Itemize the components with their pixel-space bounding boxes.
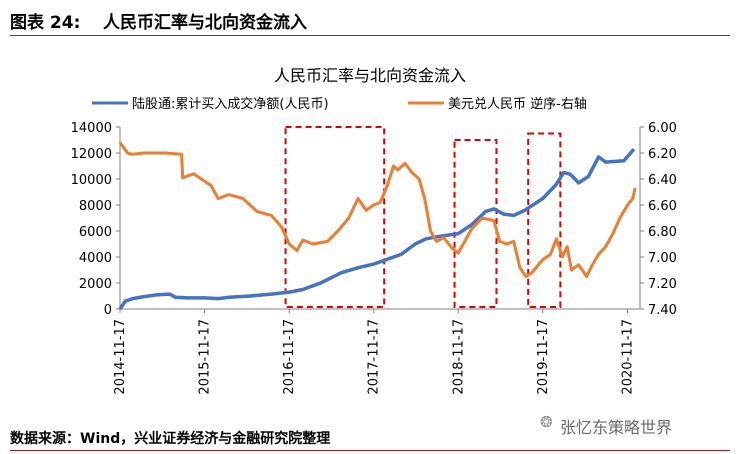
series-line-fx xyxy=(118,141,637,278)
y-left-tick-label: 10000 xyxy=(71,173,112,188)
x-tick-label: 2018-11-17 xyxy=(451,319,466,395)
x-tick-label: 2017-11-17 xyxy=(367,319,382,395)
footer-divider xyxy=(10,450,730,451)
figure-label: 图表 24: xyxy=(10,13,81,33)
highlight-box xyxy=(453,139,498,308)
highlight-box xyxy=(527,132,562,308)
x-tick-label: 2014-11-17 xyxy=(113,319,128,395)
y-left-tick-label: 12000 xyxy=(71,147,112,162)
axes: 0 2000 4000 6000 8000 10000 12000 14000 6.00 6.20… xyxy=(71,121,677,395)
chart: 人民币汇率与北向资金流入 陆股通:累计买入成交净额(人民币) 美元兑人民币 逆序… xyxy=(71,66,677,395)
y-right-tick-label: 6.00 xyxy=(648,121,677,136)
y-left-tick-label: 8000 xyxy=(79,199,112,214)
y-right-tick-label: 7.00 xyxy=(648,251,677,266)
highlight-boxes xyxy=(284,126,562,308)
y-left-tick-label: 6000 xyxy=(79,225,112,240)
figure-header: 图表 24: 人民币汇率与北向资金流入 xyxy=(10,6,730,36)
series-line-northbound xyxy=(118,147,636,310)
y-right-tick-label: 7.20 xyxy=(648,277,677,292)
x-tick-label: 2019-11-17 xyxy=(536,319,551,395)
source-note: 数据来源：Wind，兴业证券经济与金融研究院整理 xyxy=(10,431,331,447)
y-left-tick-label: 0 xyxy=(104,303,112,318)
y-right-tick-label: 6.80 xyxy=(648,225,677,240)
x-tick-label: 2016-11-17 xyxy=(282,319,297,395)
legend-label-northbound: 陆股通:累计买入成交净额(人民币) xyxy=(132,96,329,112)
x-tick-label: 2015-11-17 xyxy=(198,319,213,395)
y-left-tick-label: 4000 xyxy=(79,251,112,266)
chart-title: 人民币汇率与北向资金流入 xyxy=(274,66,466,85)
watermark: 张忆东策略世界 xyxy=(560,418,673,437)
legend: 陆股通:累计买入成交净额(人民币) 美元兑人民币 逆序-右轴 xyxy=(92,96,587,112)
y-right-tick-label: 6.40 xyxy=(648,173,677,188)
y-left-tick-label: 14000 xyxy=(71,121,112,136)
y-right-tick-label: 6.60 xyxy=(648,199,677,214)
wechat-icon: ❂ xyxy=(540,413,553,431)
header-divider xyxy=(10,35,730,36)
highlight-box xyxy=(284,126,386,308)
y-left-tick-label: 2000 xyxy=(79,277,112,292)
figure-title: 人民币汇率与北向资金流入 xyxy=(103,13,307,33)
y-right-tick-label: 7.40 xyxy=(648,303,677,318)
y-right-tick-label: 6.20 xyxy=(648,147,677,162)
x-tick-label: 2020-11-17 xyxy=(620,319,635,395)
legend-label-fx: 美元兑人民币 逆序-右轴 xyxy=(448,96,587,112)
series-lines xyxy=(118,141,637,310)
